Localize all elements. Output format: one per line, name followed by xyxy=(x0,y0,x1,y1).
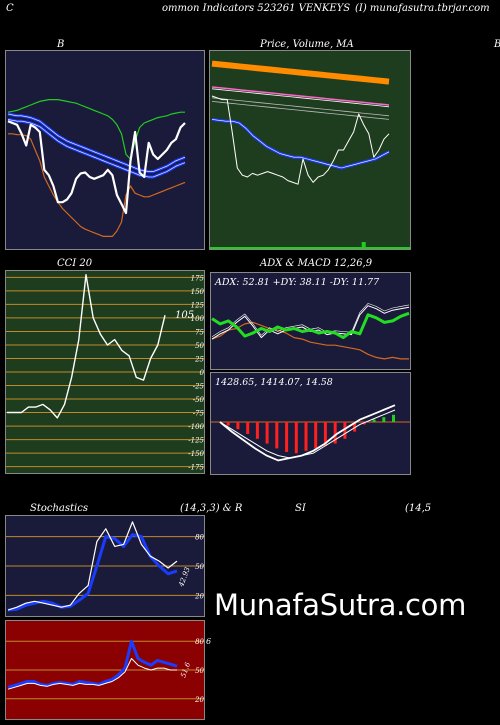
macd-signal-line xyxy=(219,409,396,459)
cci-tick-label: -175 xyxy=(188,464,204,472)
title-cci: CCI 20 xyxy=(57,258,93,269)
macd-label: 1428.65, 1414.07, 14.58 xyxy=(215,377,333,388)
cci-tick-label: 125 xyxy=(191,301,205,309)
bb-lower-orange-line xyxy=(8,133,186,237)
adx-minus-dy-line xyxy=(211,321,409,360)
macd-histogram-bar xyxy=(372,419,376,422)
macd-histogram-bar xyxy=(236,422,240,430)
rsi-tick-label: 50 xyxy=(195,667,204,675)
macd-histogram-bar xyxy=(255,422,259,439)
bb-blue-upper-core xyxy=(7,113,186,172)
rsi-blue-line xyxy=(7,639,178,689)
cci-tick-label: -125 xyxy=(188,437,204,445)
title-rsi-params: (14,5 xyxy=(405,503,432,514)
pv-price-line xyxy=(211,95,390,185)
macd-histogram-bar xyxy=(226,422,230,426)
bb-price-line xyxy=(7,120,186,215)
rsi-tick-label: 80 xyxy=(195,638,204,646)
bb-upper-green-line xyxy=(7,98,185,160)
stoch-tick-label: 50 xyxy=(195,563,204,571)
cci-panel: 175 150 125 100 75 50 25 0 -25 -50 -75 -100 -125 -150… xyxy=(5,270,205,474)
header-left: C xyxy=(6,3,14,14)
cci-tick-label: -150 xyxy=(188,450,204,458)
volume-bar xyxy=(361,242,366,247)
adx-panel: ADX: 52.81 +DY: 38.11 -DY: 11.77 xyxy=(210,272,411,370)
title-stochastics: Stochastics xyxy=(30,503,88,514)
cci-tick-label: 0 xyxy=(200,369,205,377)
stoch-k-line xyxy=(7,521,178,611)
macd-histogram-bar xyxy=(392,414,395,422)
cci-tick-label: 150 xyxy=(191,288,205,296)
price-panel xyxy=(209,50,411,250)
macd-histogram-bar xyxy=(362,422,366,425)
rsi-tick-label: 20 xyxy=(194,696,204,704)
title-stoch-params: (14,3,3) & R xyxy=(180,503,243,514)
macd-histogram-bar xyxy=(382,417,386,422)
title-price-extra: B xyxy=(494,39,500,50)
cci-tick-label: 75 xyxy=(195,329,204,337)
title-bollinger: B xyxy=(57,39,65,50)
stoch-d-line xyxy=(7,533,178,612)
cci-tick-label: -25 xyxy=(193,383,205,391)
macd-histogram-bar xyxy=(353,422,357,432)
macd-histogram-bar xyxy=(275,422,279,449)
macd-panel: 1428.65, 1414.07, 14.58 xyxy=(210,372,411,475)
pv-pink-ma-line xyxy=(211,86,390,106)
cci-tick-label: 100 xyxy=(191,315,205,323)
cci-tick-label: 50 xyxy=(195,342,204,350)
macd-histogram-bar xyxy=(314,422,318,449)
title-adx: ADX & MACD 12,26,9 xyxy=(260,258,373,269)
macd-histogram-bar xyxy=(265,422,269,444)
title-price: Price, Volume, MA xyxy=(260,39,354,50)
pv-orange-ma-band xyxy=(211,60,390,85)
watermark-logo: MunafaSutra.com xyxy=(214,588,467,622)
header-right: (I) munafasutra.tbrjar.com xyxy=(355,3,490,14)
stoch-tick-label: 20 xyxy=(194,592,204,600)
cci-line xyxy=(7,273,166,419)
pv-grey-ma-line xyxy=(211,97,390,117)
cci-tick-label: -100 xyxy=(188,423,204,431)
cci-tick-label: -50 xyxy=(193,396,205,404)
macd-histogram-bar xyxy=(323,422,327,446)
rsi-side-mark: 6 xyxy=(206,637,212,646)
title-rsi: SI xyxy=(295,503,306,514)
cci-tick-label: -75 xyxy=(193,410,205,418)
macd-histogram-bar xyxy=(343,422,347,439)
adx-line xyxy=(211,311,410,340)
macd-histogram-bar xyxy=(294,422,298,454)
cci-tick-label: 25 xyxy=(194,356,204,364)
macd-histogram-bar xyxy=(285,422,289,452)
cci-tick-label: 175 xyxy=(191,274,205,282)
macd-histogram-bar xyxy=(246,422,250,434)
header-center: ommon Indicators 523261 VENKEYS xyxy=(162,3,351,14)
rsi-white-line xyxy=(7,658,177,690)
macd-histogram-bar xyxy=(304,422,308,451)
adx-label: ADX: 52.81 +DY: 38.11 -DY: 11.77 xyxy=(214,277,380,288)
pv-pink-ma-core xyxy=(211,88,390,108)
pv-blue-ma-core xyxy=(211,119,390,169)
bollinger-panel xyxy=(5,50,205,250)
stoch-tick-label: 80 xyxy=(195,534,204,542)
macd-line xyxy=(219,404,396,462)
cci-value-label: 105 xyxy=(175,310,194,321)
macd-histogram-bar xyxy=(333,422,337,444)
bb-blue-mid-core xyxy=(7,119,186,178)
